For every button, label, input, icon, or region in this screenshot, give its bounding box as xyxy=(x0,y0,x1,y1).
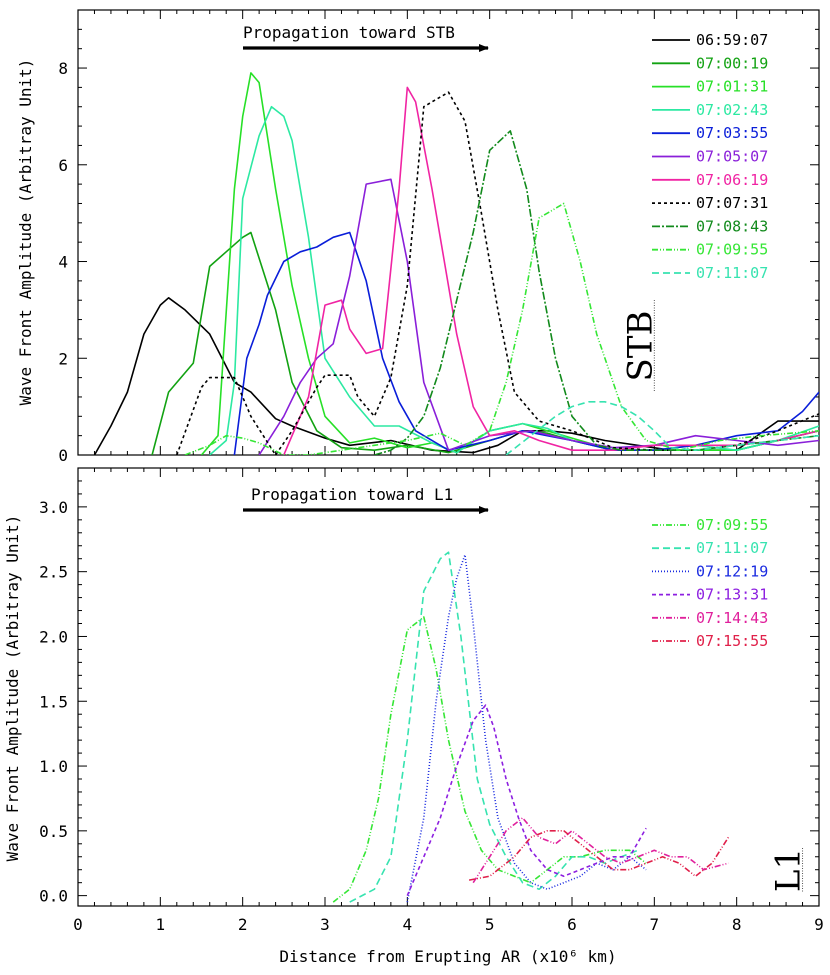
legend-label: 07:00:19 xyxy=(696,54,768,72)
y-tick-label: 0.0 xyxy=(39,887,68,906)
y-tick-label: 3.0 xyxy=(39,498,68,517)
bottom-legend: 07:09:55 07:11:07 07:12:19 07:13:31 07:14:43… xyxy=(652,516,768,650)
legend-label: 07:08:43 xyxy=(696,217,768,235)
bottom-axis-ticks: 0 1 2 3 4 5 6 7 8 9 0.0 0.5 1.0 1.5 2.0 2.5 3.0 xyxy=(39,467,824,934)
legend-label: 07:03:55 xyxy=(696,124,768,142)
marker-label: L1 xyxy=(769,848,809,892)
y-tick-label: 4 xyxy=(58,253,68,272)
series-line-071331 xyxy=(406,704,647,896)
legend-label: 07:09:55 xyxy=(696,241,768,259)
y-tick-label: 8 xyxy=(58,59,68,78)
x-tick-label: 7 xyxy=(650,915,660,934)
top-panel: 0 2 4 6 8 Propagation toward STB STB 06:59:0… xyxy=(16,9,820,465)
y-tick-label: 2.5 xyxy=(39,563,68,582)
legend-label: 07:05:07 xyxy=(696,148,768,166)
top-series-group xyxy=(93,72,819,455)
x-tick-label: 5 xyxy=(485,915,495,934)
legend-label: 07:15:55 xyxy=(696,632,768,650)
series-line-065907 xyxy=(93,296,819,455)
legend-label: 07:13:31 xyxy=(696,586,768,604)
legend-label: 07:06:19 xyxy=(696,171,768,189)
legend-label: 07:11:07 xyxy=(696,539,768,557)
y-tick-label: 2 xyxy=(58,349,68,368)
x-tick-label: 6 xyxy=(567,915,577,934)
top-legend: 06:59:07 07:00:19 07:01:31 07:02:43 07:03:55… xyxy=(652,31,768,282)
y-tick-label: 2.0 xyxy=(39,627,68,646)
bottom-panel: 0 1 2 3 4 5 6 7 8 9 0.0 0.5 1.0 1.5 2.0 2.5 3.0 Propagat… xyxy=(3,467,824,966)
bottom-series-group xyxy=(332,551,730,903)
legend-label: 07:12:19 xyxy=(696,562,768,580)
legend-label: 07:14:43 xyxy=(696,609,768,627)
y-tick-label: 1.0 xyxy=(39,757,68,776)
top-plot-frame xyxy=(77,9,820,456)
legend-label: 07:02:43 xyxy=(696,101,768,119)
series-line-071107 xyxy=(349,551,639,903)
series-line-070955 xyxy=(332,616,647,903)
series-line-070507 xyxy=(258,178,819,455)
top-y-axis-label: Wave Front Amplitude (Arbitray Unit) xyxy=(16,59,35,406)
x-tick-label: 2 xyxy=(238,915,248,934)
marker-label: STB xyxy=(620,311,660,382)
y-tick-label: 0 xyxy=(58,446,68,465)
series-line-071219 xyxy=(406,553,647,903)
bottom-plot-frame xyxy=(77,467,820,907)
l1-marker: L1 xyxy=(769,848,809,892)
y-tick-label: 0.5 xyxy=(39,822,68,841)
top-propagation-label: Propagation toward STB xyxy=(243,23,455,42)
series-line-071443 xyxy=(472,817,729,884)
legend-label: 07:11:07 xyxy=(696,264,768,282)
legend-label: 07:09:55 xyxy=(696,516,768,534)
series-line-071107 xyxy=(505,400,819,455)
top-axis-ticks: 0 2 4 6 8 xyxy=(58,9,820,465)
series-line-071555 xyxy=(468,829,730,881)
x-tick-label: 3 xyxy=(320,915,330,934)
x-tick-label: 0 xyxy=(73,915,83,934)
bottom-propagation-label: Propagation toward L1 xyxy=(251,485,453,504)
stb-marker: STB xyxy=(620,300,660,392)
legend-label: 07:07:31 xyxy=(696,194,768,212)
y-tick-label: 6 xyxy=(58,156,68,175)
y-tick-label: 1.5 xyxy=(39,692,68,711)
x-tick-label: 9 xyxy=(814,915,824,934)
legend-label: 07:01:31 xyxy=(696,78,768,96)
x-tick-label: 1 xyxy=(156,915,166,934)
x-axis-label: Distance from Erupting AR (x10⁶ km) xyxy=(279,947,616,966)
x-tick-label: 4 xyxy=(403,915,413,934)
bottom-y-axis-label: Wave Front Amplitude (Arbitray Unit) xyxy=(3,515,22,862)
legend-label: 06:59:07 xyxy=(696,31,768,49)
series-line-070731 xyxy=(176,91,819,455)
x-tick-label: 8 xyxy=(732,915,742,934)
